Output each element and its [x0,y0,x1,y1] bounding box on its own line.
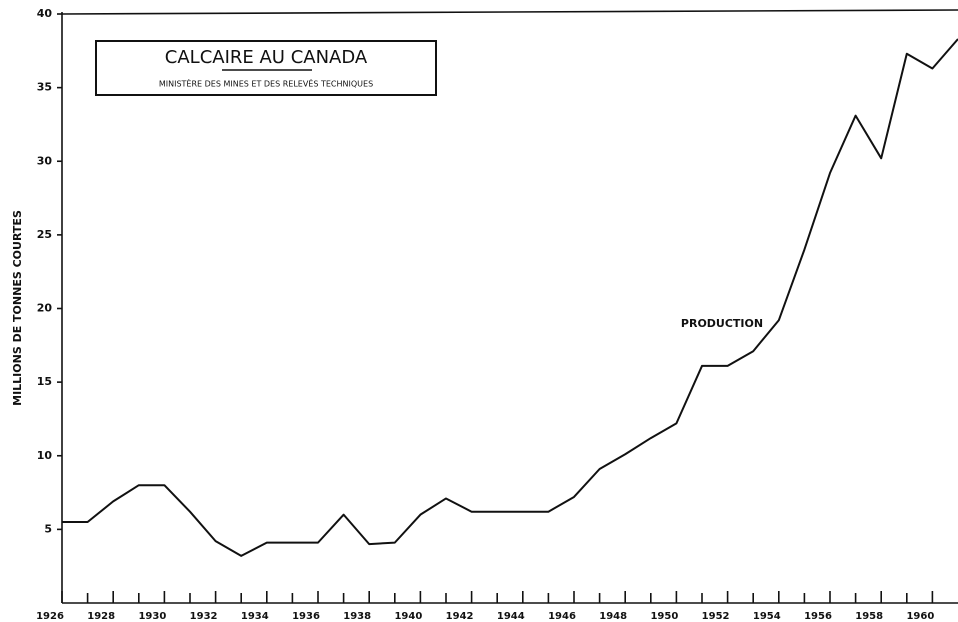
x-tick-label: 1938 [343,611,371,622]
x-tick-label: 1930 [138,611,166,622]
x-tick-label: 1932 [190,611,218,622]
y-tick-label: 30 [37,154,53,167]
x-tick-label: 1928 [87,611,115,622]
x-tick-label: 1958 [855,611,883,622]
chart-title: CALCAIRE AU CANADA [165,47,368,68]
x-tick-label: 1926 [36,611,64,622]
x-tick-label: 1944 [497,611,525,622]
x-tick-label: 1946 [548,611,576,622]
data-line [62,38,958,557]
y-tick-label: 35 [37,81,52,94]
y-axis-label: MILLIONS DE TONNES COURTES [11,210,24,406]
y-tick-label: 40 [37,7,53,20]
x-tick-label: 1936 [292,611,320,622]
title-box [95,40,437,96]
x-tick-label: 1948 [599,611,627,622]
annotation: PRODUCTION [681,317,763,330]
x-tick-label: 1960 [906,611,934,622]
x-tick-label: 1956 [804,611,832,622]
y-tick-label: 5 [44,522,52,535]
y-tick-label: 25 [37,228,52,241]
x-tick-label: 1934 [241,611,269,622]
x-tick-label: 1942 [446,611,474,622]
chart-subtitle: MINISTÈRE DES MINES ET DES RELEVÉS TECHN… [159,78,373,89]
y-tick-label: 15 [37,375,52,388]
y-tick-label: 10 [37,449,53,462]
x-tick-label: 1954 [753,611,781,622]
y-tick-label: 20 [37,302,53,315]
x-tick-label: 1940 [394,611,422,622]
x-tick-label: 1952 [702,611,730,622]
x-tick-label: 1950 [650,611,678,622]
top-border [61,9,958,15]
